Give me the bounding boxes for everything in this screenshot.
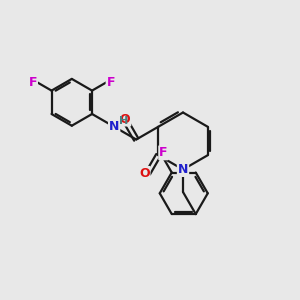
Text: N: N [178,163,188,176]
Text: F: F [106,76,115,89]
Text: O: O [120,112,130,125]
Text: O: O [139,167,149,180]
Text: F: F [28,76,37,89]
Text: H: H [119,116,128,126]
Text: F: F [159,146,168,159]
Text: N: N [109,120,119,133]
